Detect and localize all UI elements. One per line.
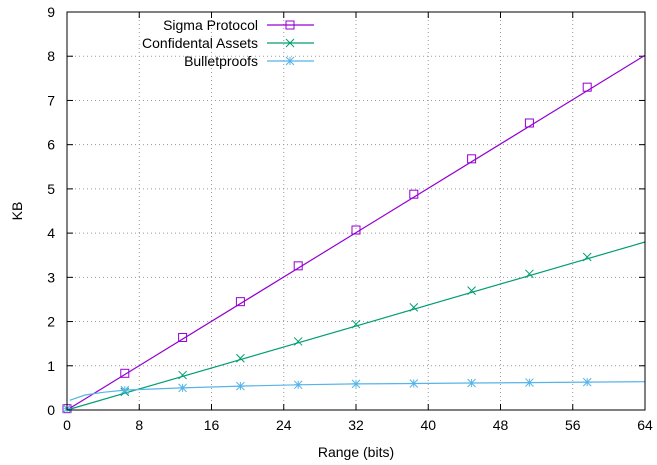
data-point — [178, 332, 188, 342]
data-point — [582, 252, 592, 262]
data-point — [235, 297, 245, 307]
data-point — [351, 379, 361, 389]
data-point — [236, 381, 245, 391]
data-point — [524, 118, 534, 128]
data-point — [293, 261, 303, 271]
data-point — [582, 82, 592, 92]
series-2 — [62, 377, 646, 414]
data-point — [351, 225, 361, 235]
data-point — [525, 269, 534, 279]
y-tick-label: 4 — [47, 225, 55, 241]
y-tick-label: 9 — [47, 4, 55, 20]
y-axis-label: KB — [9, 202, 25, 221]
plot-series — [62, 54, 646, 414]
y-tick-label: 8 — [47, 48, 55, 64]
x-tick-label: 0 — [63, 417, 71, 433]
x-tick-label: 64 — [637, 417, 653, 433]
data-point — [409, 379, 419, 388]
series-line — [66, 54, 646, 411]
series-line — [66, 241, 646, 411]
data-point — [467, 378, 476, 388]
data-point — [582, 377, 592, 387]
y-tick-label: 2 — [47, 314, 55, 330]
legend-label: Sigma Protocol — [163, 17, 258, 33]
data-point — [120, 368, 130, 378]
x-tick-label: 40 — [420, 417, 436, 433]
x-axis-label: Range (bits) — [318, 444, 394, 460]
data-point — [409, 189, 419, 199]
legend-label: Confidental Assets — [142, 35, 258, 51]
legend-label: Bulletproofs — [184, 53, 258, 69]
legend: Sigma Protocol Confidental Assets Bulletpr… — [142, 17, 314, 69]
data-point — [236, 353, 245, 363]
data-point — [293, 380, 303, 390]
plot-frame — [66, 11, 646, 411]
data-point — [467, 154, 477, 164]
data-point — [351, 319, 361, 329]
x-tick-label: 32 — [348, 417, 364, 433]
y-tick-label: 5 — [47, 181, 55, 197]
legend-marker — [285, 56, 295, 66]
data-point — [409, 303, 419, 312]
data-point — [467, 286, 476, 295]
legend-marker — [285, 38, 295, 48]
grid-lines — [67, 12, 645, 410]
data-point — [178, 370, 187, 380]
data-point — [120, 385, 130, 395]
y-tick-label: 0 — [47, 402, 55, 418]
series-1 — [62, 241, 646, 414]
y-tick-label: 1 — [47, 358, 55, 374]
data-point — [293, 337, 303, 346]
legend-marker — [285, 20, 295, 30]
y-tick-label: 6 — [47, 137, 55, 153]
x-tick-label: 8 — [135, 417, 143, 433]
data-point — [178, 383, 187, 393]
x-tick-label: 56 — [565, 417, 581, 433]
x-tick-label: 24 — [276, 417, 292, 433]
data-point — [525, 378, 534, 387]
x-tick-label: 48 — [493, 417, 509, 433]
y-tick-label: 7 — [47, 92, 55, 108]
y-tick-label: 3 — [47, 269, 55, 285]
x-tick-label: 16 — [204, 417, 220, 433]
series-0 — [62, 54, 646, 414]
